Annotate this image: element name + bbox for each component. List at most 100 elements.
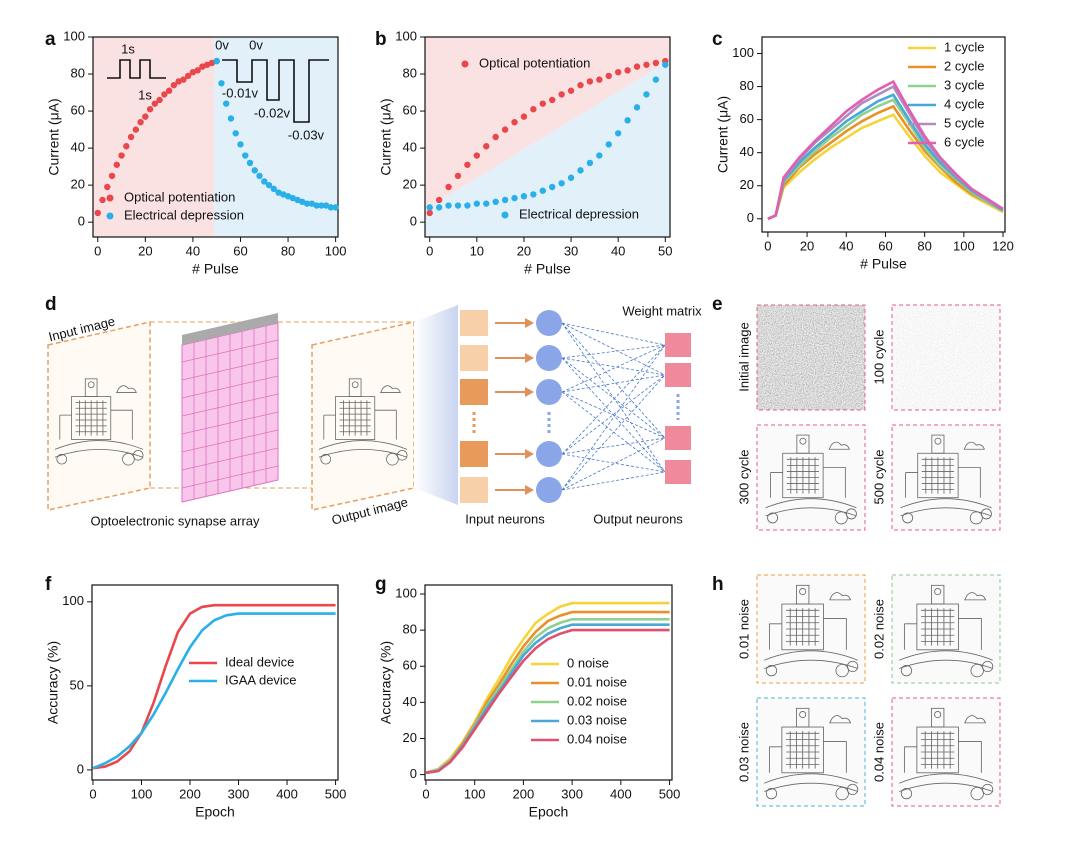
point xyxy=(577,81,584,89)
y-tick-label: 0 xyxy=(77,761,84,776)
y-tick-label: 40 xyxy=(71,140,85,155)
x-tick-label: 80 xyxy=(917,238,931,253)
x-tick-label: 400 xyxy=(610,786,632,801)
annotation: 1s xyxy=(121,41,135,56)
x-tick-label: 0 xyxy=(94,243,101,258)
annotation: 0v xyxy=(249,37,263,52)
point xyxy=(435,204,443,211)
point xyxy=(558,91,565,98)
x-tick-label: 20 xyxy=(800,238,814,253)
annotation: -0.03v xyxy=(288,127,325,142)
legend-label: 2 cycle xyxy=(944,58,984,73)
point xyxy=(652,59,660,67)
x-tick-label: 60 xyxy=(233,243,247,258)
x-tick-label: 0 xyxy=(764,238,771,253)
y-tick-label: 80 xyxy=(403,65,417,80)
annotation: -0.02v xyxy=(254,105,291,120)
point xyxy=(265,181,273,189)
point xyxy=(567,174,575,181)
line xyxy=(92,612,336,770)
caption: 500 cycle xyxy=(871,450,886,505)
x-tick-label: 100 xyxy=(131,786,153,801)
plot-frame xyxy=(424,584,673,781)
x-tick-label: 100 xyxy=(953,238,975,253)
x-tick-label: 30 xyxy=(564,243,578,258)
point xyxy=(473,200,481,207)
y-tick-label: 100 xyxy=(395,585,417,600)
point xyxy=(426,209,433,217)
legend-label: Optical potentiation xyxy=(124,189,235,204)
x-tick-label: 20 xyxy=(138,243,152,258)
point xyxy=(530,106,537,113)
y-tick-label: 60 xyxy=(71,103,85,118)
point xyxy=(242,152,249,159)
point xyxy=(483,200,490,207)
panel-label: f xyxy=(45,574,52,595)
x-tick-label: 40 xyxy=(186,243,200,258)
line xyxy=(425,618,670,775)
legend-label: 1 cycle xyxy=(944,39,984,54)
x-tick-label: 60 xyxy=(878,238,892,253)
image xyxy=(757,305,865,410)
annotation: 0v xyxy=(215,37,229,52)
point xyxy=(218,80,225,87)
point xyxy=(165,87,173,94)
point xyxy=(464,202,471,209)
point xyxy=(596,152,603,159)
x-tick-label: 300 xyxy=(228,786,250,801)
y-axis-label: Accuracy (%) xyxy=(378,641,394,724)
point xyxy=(662,61,669,68)
frame xyxy=(891,304,1001,411)
y-tick-label: 40 xyxy=(740,144,754,159)
x-tick-label: 300 xyxy=(561,786,583,801)
point xyxy=(643,91,650,98)
x-tick-label: 200 xyxy=(179,786,201,801)
point xyxy=(492,133,499,141)
point xyxy=(227,115,235,122)
point xyxy=(435,196,443,204)
point xyxy=(624,117,631,124)
point xyxy=(251,167,258,174)
point xyxy=(99,196,106,204)
point xyxy=(303,200,311,207)
annotation: 1s xyxy=(138,87,152,102)
y-tick-label: 40 xyxy=(403,140,417,155)
legend-label: 5 cycle xyxy=(944,115,984,130)
point xyxy=(464,161,471,168)
point xyxy=(605,72,612,80)
point xyxy=(511,118,518,126)
point xyxy=(256,172,263,180)
legend-marker xyxy=(106,212,114,220)
legend-label: Electrical depression xyxy=(519,206,639,221)
point xyxy=(232,130,239,137)
shade xyxy=(425,37,670,210)
panel-label: a xyxy=(45,29,56,50)
x-tick-label: 100 xyxy=(325,243,347,258)
legend-label: 0.04 noise xyxy=(567,731,627,746)
point xyxy=(332,204,339,211)
x-tick-label: 10 xyxy=(470,243,484,258)
y-axis-label: Current (μA) xyxy=(46,98,62,175)
legend-label: Optical potentiation xyxy=(479,55,590,70)
plot-frame xyxy=(91,584,339,781)
point xyxy=(161,91,168,98)
y-tick-label: 0 xyxy=(747,210,754,225)
point xyxy=(146,106,154,113)
point xyxy=(614,68,622,76)
point xyxy=(549,183,556,191)
x-tick-label: 40 xyxy=(839,238,853,253)
x-tick-label: 120 xyxy=(992,238,1014,253)
y-tick-label: 100 xyxy=(62,593,84,608)
y-tick-label: 80 xyxy=(403,622,417,637)
line xyxy=(92,603,336,770)
caption: Initial image xyxy=(736,322,751,391)
point xyxy=(108,172,116,180)
y-axis-label: Accuracy (%) xyxy=(45,641,61,724)
x-tick-label: 500 xyxy=(325,786,347,801)
point xyxy=(123,143,130,150)
line xyxy=(767,93,1004,220)
legend-label: IGAA device xyxy=(225,672,297,687)
point xyxy=(501,126,509,133)
y-tick-label: 40 xyxy=(403,694,417,709)
frame xyxy=(756,304,866,411)
